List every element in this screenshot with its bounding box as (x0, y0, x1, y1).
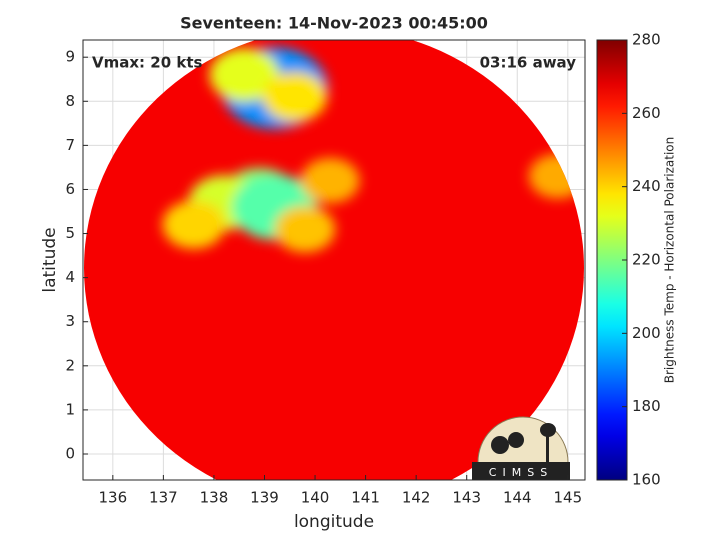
logo-text: CIMSS (489, 466, 553, 479)
y-tick-label: 2 (65, 356, 75, 374)
y-axis-label: latitude (40, 227, 60, 292)
y-tick-label: 4 (65, 268, 75, 286)
x-tick-label: 142 (402, 489, 431, 507)
swath (84, 40, 584, 480)
x-tick-label: 137 (149, 489, 178, 507)
x-tick-label: 140 (301, 489, 330, 507)
x-tick-label: 144 (503, 489, 532, 507)
colorbar-tick-label: 240 (632, 177, 661, 195)
colorbar-tick-label: 200 (632, 324, 661, 342)
feature (274, 205, 336, 253)
feature (300, 158, 360, 204)
colorbar-tick-label: 280 (632, 31, 661, 49)
y-tick-label: 1 (65, 400, 75, 418)
y-tick-label: 9 (65, 48, 75, 66)
colorbar-tick-label: 160 (632, 471, 661, 489)
x-tick-label: 136 (99, 489, 128, 507)
feature (262, 72, 327, 122)
annotation: 03:16 away (480, 54, 577, 72)
feature (209, 48, 280, 102)
colorbar-tick-label: 260 (632, 104, 661, 122)
annotation: Vmax: 20 kts (92, 54, 202, 72)
y-tick-label: 0 (65, 444, 75, 462)
x-tick-label: 138 (200, 489, 229, 507)
colorbar-label: Brightness Temp - Horizontal Polarizatio… (663, 137, 677, 384)
chart-title: Seventeen: 14-Nov-2023 00:45:00 (180, 14, 488, 33)
swath-background (84, 40, 584, 480)
y-tick-label: 7 (65, 136, 75, 154)
x-tick-label: 143 (452, 489, 481, 507)
plot-frame (82, 39, 586, 481)
y-tick-label: 6 (65, 180, 75, 198)
y-tick-label: 5 (65, 224, 75, 242)
logo: CIMSS (472, 416, 570, 481)
map-layer (84, 40, 584, 480)
y-tick-label: 8 (65, 92, 75, 110)
features (162, 47, 584, 253)
x-tick-label: 141 (351, 489, 380, 507)
feature (162, 200, 225, 249)
x-tick-label: 139 (250, 489, 279, 507)
colorbar-tick-label: 220 (632, 251, 661, 269)
y-tick-label: 3 (65, 312, 75, 330)
colorbar-tick-label: 180 (632, 397, 661, 415)
x-tick-label: 145 (553, 489, 582, 507)
x-axis-label: longitude (294, 512, 374, 532)
